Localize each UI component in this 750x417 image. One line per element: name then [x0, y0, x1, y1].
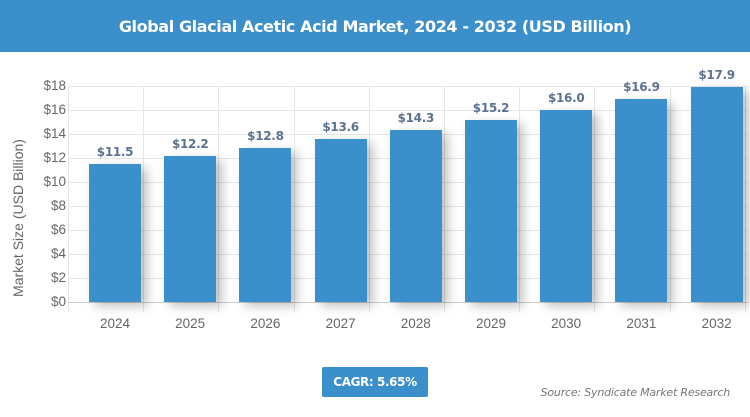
bar-2030 — [540, 110, 593, 302]
bar-2032 — [690, 87, 743, 302]
vertical-gridline — [744, 86, 746, 312]
x-tick-label: 2025 — [175, 316, 206, 331]
y-tick-label: $2 — [50, 270, 66, 285]
cagr-badge: CAGR: 5.65% — [322, 367, 428, 397]
y-tick-label: $10 — [43, 174, 66, 189]
bar-value-label: $13.6 — [322, 119, 359, 134]
bar-2031 — [615, 99, 668, 302]
bar-value-label: $11.5 — [96, 145, 134, 159]
chart-header: Global Glacial Acetic Acid Market, 2024 … — [0, 0, 750, 52]
vertical-gridline — [594, 86, 596, 312]
bar-value-label: $16.0 — [547, 91, 585, 105]
bar-2029 — [465, 119, 517, 302]
bar-2025 — [164, 155, 217, 302]
bar-2027 — [314, 138, 367, 302]
vertical-gridline — [444, 86, 445, 312]
y-tick-label: $6 — [50, 222, 66, 237]
x-tick-label: 2027 — [325, 316, 356, 331]
bar-value-label: $12.2 — [171, 136, 209, 151]
bar-value-label: $15.2 — [472, 100, 510, 115]
x-tick-label: 2032 — [701, 316, 732, 331]
bar-2024 — [89, 164, 141, 302]
gridline — [68, 86, 748, 87]
bar-value-label: $17.9 — [698, 68, 735, 83]
y-tick-label: $8 — [50, 198, 66, 213]
y-tick-label: $0 — [50, 294, 66, 309]
y-tick-label: $16 — [43, 102, 66, 117]
x-axis-line — [68, 302, 748, 303]
vertical-gridline — [368, 86, 370, 312]
bar-2026 — [239, 148, 292, 302]
x-tick-label: 2031 — [626, 316, 657, 331]
y-tick-label: $14 — [43, 126, 66, 141]
chart-title: Global Glacial Acetic Acid Market, 2024 … — [118, 16, 632, 36]
x-tick-label: 2024 — [99, 316, 131, 331]
y-tick-label: $18 — [43, 78, 66, 93]
x-tick-label: 2030 — [551, 316, 582, 331]
bar-value-label: $16.9 — [623, 80, 660, 95]
x-tick-label: 2026 — [250, 316, 281, 331]
x-tick-label: 2028 — [400, 316, 431, 331]
vertical-gridline — [68, 86, 69, 312]
x-tick-label: 2029 — [475, 316, 507, 331]
bar-value-label: $12.8 — [247, 129, 284, 144]
vertical-gridline — [669, 86, 671, 312]
bar-value-label: $14.3 — [397, 111, 435, 126]
bar-2028 — [389, 130, 442, 302]
gridline — [68, 110, 748, 111]
vertical-gridline — [293, 86, 295, 312]
vertical-gridline — [519, 86, 521, 312]
vertical-gridline — [143, 86, 145, 312]
y-tick-label: $4 — [50, 246, 66, 261]
vertical-gridline — [218, 86, 220, 312]
y-tick-label: $12 — [43, 150, 66, 165]
source-note: Source: Syndicate Market Research — [540, 386, 731, 399]
